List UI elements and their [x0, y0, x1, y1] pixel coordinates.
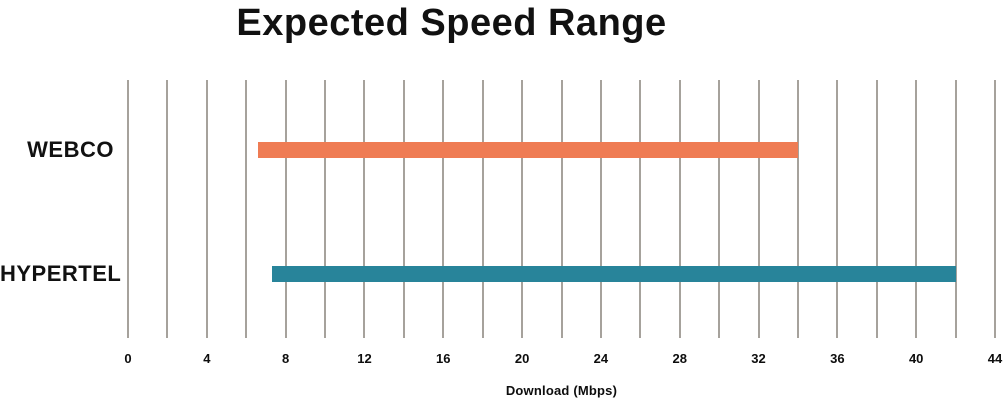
gridline [639, 80, 642, 338]
gridline [757, 80, 760, 338]
category-label-webco: WEBCO [27, 137, 114, 162]
chart-title: Expected Speed Range [236, 2, 667, 44]
x-tick-label: 8 [282, 351, 290, 366]
gridline [481, 80, 484, 338]
x-tick-label: 40 [908, 351, 924, 366]
gridline [363, 80, 366, 338]
x-tick-label: 24 [593, 351, 609, 366]
gridline [678, 80, 681, 338]
gridline [994, 80, 996, 338]
x-tick-label: 20 [514, 351, 530, 366]
x-tick-label: 0 [124, 351, 132, 366]
x-tick-label: 28 [672, 351, 687, 366]
gridline [718, 80, 721, 338]
x-tick-label: 16 [436, 351, 451, 366]
gridline [954, 80, 957, 338]
category-label-hypertel: HYPERTEL [0, 261, 122, 286]
range-bar-hypertel [271, 266, 956, 282]
gridline [205, 80, 208, 338]
x-tick-label: 36 [830, 351, 845, 366]
gridline [127, 80, 129, 338]
gridline [245, 80, 248, 338]
gridline [599, 80, 602, 338]
range-bar-webco [258, 142, 798, 158]
x-tick-label: 32 [751, 351, 766, 366]
gridline [521, 80, 524, 338]
gridline [324, 80, 327, 338]
gridline [560, 80, 563, 338]
gridline [166, 80, 169, 338]
gridline [836, 80, 839, 338]
gridline [442, 80, 445, 338]
gridline [284, 80, 287, 338]
x-tick-label: 12 [357, 351, 372, 366]
gridline [796, 80, 799, 338]
gridline [875, 80, 878, 338]
gridline [915, 80, 918, 338]
x-tick-label: 4 [203, 351, 211, 366]
x-axis-label: Download (Mbps) [505, 383, 618, 398]
x-tick-label: 44 [987, 351, 1003, 366]
gridline [402, 80, 405, 338]
